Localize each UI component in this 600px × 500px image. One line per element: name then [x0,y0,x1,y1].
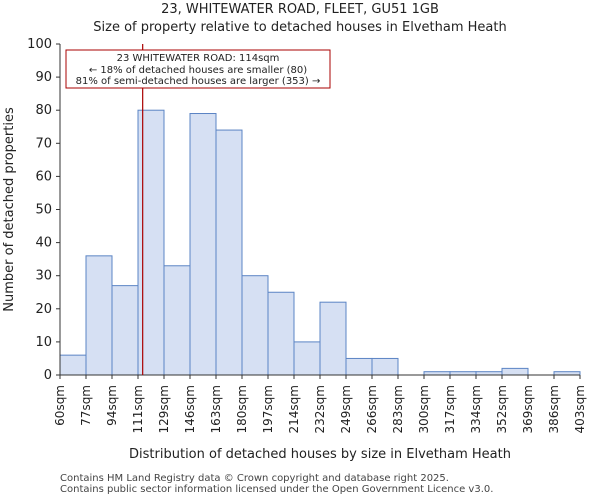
histogram-bar [241,275,269,376]
x-tick-label: 386sqm [547,385,561,433]
x-tick-label: 283sqm [391,385,405,433]
y-tick-label: 50 [35,203,52,218]
x-tick-label: 214sqm [287,385,301,433]
histogram-bar [501,367,529,376]
chart-title: 23, WHITEWATER ROAD, FLEET, GU51 1GB [161,2,439,17]
y-axis-label: Number of detached properties [2,107,17,312]
x-tick-label: 317sqm [443,385,457,433]
histogram-bar [345,357,373,376]
histogram-bar [137,109,165,376]
x-tick-label: 94sqm [105,385,119,426]
histogram-bar [267,291,295,376]
x-tick-label: 197sqm [261,385,275,433]
x-tick-label: 334sqm [469,385,483,433]
footer-line-2: Contains public sector information licen… [60,484,494,495]
x-tick-label: 249sqm [339,385,353,433]
histogram-bar [163,265,191,376]
footer-line-1: Contains HM Land Registry data © Crown c… [60,473,449,484]
x-tick-label: 266sqm [365,385,379,433]
histogram-bar [111,285,139,376]
x-tick-label: 180sqm [235,385,249,433]
annotation-larger: 81% of semi-detached houses are larger (… [76,76,321,87]
annotation-box [65,49,331,89]
x-tick-label: 403sqm [573,385,587,433]
x-tick-label: 163sqm [209,385,223,433]
x-tick-label: 146sqm [183,385,197,433]
x-axis-label: Distribution of detached houses by size … [129,447,511,462]
y-tick-label: 90 [35,70,52,85]
histogram-bar [215,129,243,376]
chart-subtitle: Size of property relative to detached ho… [93,20,507,35]
x-tick-label: 111sqm [131,385,145,433]
histogram-bar [371,357,399,376]
histogram-bar [85,255,113,376]
histogram-bar [293,341,321,376]
x-tick-label: 352sqm [495,385,509,433]
y-tick-label: 100 [27,37,52,52]
y-tick-label: 80 [35,103,52,118]
y-tick-label: 40 [35,236,52,251]
y-tick-label: 0 [44,368,52,383]
x-tick-label: 369sqm [521,385,535,433]
y-tick-label: 70 [35,136,52,151]
x-tick-label: 232sqm [313,385,327,433]
y-tick-label: 20 [35,302,52,317]
x-tick-label: 60sqm [53,385,67,426]
histogram-bar [59,354,87,376]
histogram-bar [319,301,347,376]
x-tick-label: 77sqm [79,385,93,426]
y-tick-label: 60 [35,169,52,184]
annotation-title: 23 WHITEWATER ROAD: 114sqm [117,53,280,64]
y-tick-label: 10 [35,335,52,350]
histogram-bar [189,113,217,376]
annotation-smaller: ← 18% of detached houses are smaller (80… [89,65,307,76]
y-tick-label: 30 [35,269,52,284]
x-tick-label: 129sqm [157,385,171,433]
x-tick-label: 300sqm [417,385,431,433]
